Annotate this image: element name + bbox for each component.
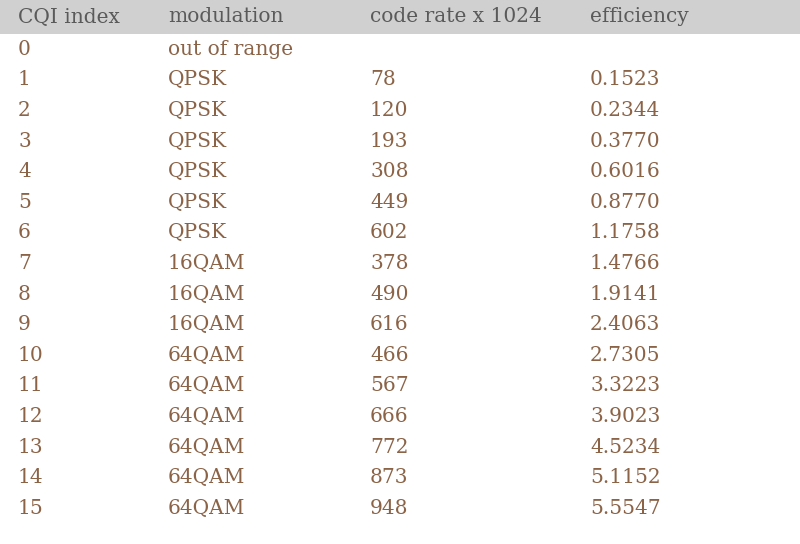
Text: 602: 602 [370,224,409,243]
Text: QPSK: QPSK [168,162,227,181]
Text: 11: 11 [18,376,44,395]
Bar [0,157,800,187]
Text: 64QAM: 64QAM [168,407,246,426]
Text: 8: 8 [18,285,31,304]
Text: 2.4063: 2.4063 [590,315,660,334]
Text: 64QAM: 64QAM [168,499,246,518]
Text: QPSK: QPSK [168,101,227,120]
Text: 873: 873 [370,468,409,487]
Text: 15: 15 [18,499,44,518]
Text: CQI index: CQI index [18,8,120,27]
Text: 4.5234: 4.5234 [590,437,660,456]
Bar [0,95,800,126]
Text: code rate x 1024: code rate x 1024 [370,8,542,27]
Bar [0,126,800,157]
Text: 378: 378 [370,254,409,273]
Bar [0,401,800,432]
Text: 2.7305: 2.7305 [590,346,661,365]
Text: QPSK: QPSK [168,70,227,89]
Text: 2: 2 [18,101,30,120]
Text: 193: 193 [370,132,409,151]
Bar [0,187,800,218]
Text: 5.5547: 5.5547 [590,499,661,518]
Bar [0,340,800,370]
Bar [0,462,800,493]
Text: QPSK: QPSK [168,224,227,243]
Text: 449: 449 [370,193,408,212]
Text: 3.3223: 3.3223 [590,376,660,395]
Text: 1: 1 [18,70,31,89]
Text: out of range: out of range [168,40,293,59]
Text: 4: 4 [18,162,30,181]
Bar [0,0,800,34]
Bar [0,34,800,65]
Text: 1.1758: 1.1758 [590,224,661,243]
Text: 9: 9 [18,315,31,334]
Text: 1.4766: 1.4766 [590,254,661,273]
Bar [0,432,800,462]
Text: 666: 666 [370,407,409,426]
Text: 14: 14 [18,468,44,487]
Text: 16QAM: 16QAM [168,254,246,273]
Text: 64QAM: 64QAM [168,468,246,487]
Text: 64QAM: 64QAM [168,376,246,395]
Text: 5.1152: 5.1152 [590,468,661,487]
Text: 13: 13 [18,437,44,456]
Bar [0,310,800,340]
Text: modulation: modulation [168,8,283,27]
Text: 1.9141: 1.9141 [590,285,661,304]
Text: 12: 12 [18,407,44,426]
Bar [0,65,800,95]
Text: 466: 466 [370,346,409,365]
Text: QPSK: QPSK [168,193,227,212]
Bar [0,279,800,310]
Text: 0.1523: 0.1523 [590,70,661,89]
Text: 490: 490 [370,285,409,304]
Text: 16QAM: 16QAM [168,315,246,334]
Text: 7: 7 [18,254,31,273]
Text: 3: 3 [18,132,30,151]
Text: 78: 78 [370,70,396,89]
Text: 567: 567 [370,376,409,395]
Text: efficiency: efficiency [590,8,689,27]
Text: 64QAM: 64QAM [168,437,246,456]
Text: 948: 948 [370,499,409,518]
Text: 3.9023: 3.9023 [590,407,660,426]
Bar [0,493,800,523]
Text: 6: 6 [18,224,31,243]
Text: QPSK: QPSK [168,132,227,151]
Text: 120: 120 [370,101,409,120]
Text: 0.2344: 0.2344 [590,101,660,120]
Text: 772: 772 [370,437,409,456]
Text: 308: 308 [370,162,409,181]
Text: 16QAM: 16QAM [168,285,246,304]
Bar [0,218,800,248]
Text: 64QAM: 64QAM [168,346,246,365]
Text: 0.6016: 0.6016 [590,162,661,181]
Bar [0,370,800,401]
Bar [0,248,800,279]
Text: 10: 10 [18,346,44,365]
Text: 0: 0 [18,40,31,59]
Text: 5: 5 [18,193,31,212]
Text: 0.3770: 0.3770 [590,132,661,151]
Text: 0.8770: 0.8770 [590,193,661,212]
Text: 616: 616 [370,315,409,334]
